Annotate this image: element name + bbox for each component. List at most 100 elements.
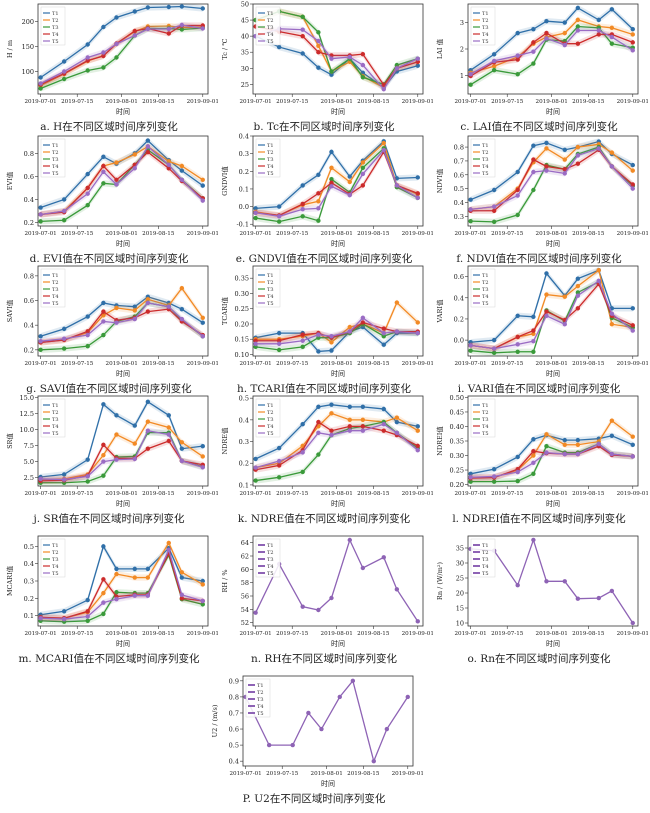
y-tick-label: 0.4 [454, 294, 464, 302]
ci-band-t4 [255, 319, 418, 344]
legend-label: T2 [267, 410, 274, 416]
data-point [360, 165, 366, 170]
chart-caption: b. Tc在不同区域时间序列变化 [253, 121, 395, 133]
x-tick-label: 2019-08-01 [321, 491, 353, 497]
y-tick-label: 0.4 [24, 560, 34, 568]
x-tick-label: 2019-07-01 [239, 631, 271, 637]
legend-label: T4 [52, 424, 59, 430]
y-tick-label: 0.1 [24, 612, 34, 620]
chart-caption: d. EVI值在不同区域时间序列变化 [29, 253, 189, 265]
data-point [300, 604, 305, 609]
y-tick-label: 0.2 [239, 460, 249, 468]
data-point [101, 65, 106, 70]
data-point [300, 450, 305, 455]
data-point [491, 58, 497, 64]
data-point [145, 428, 151, 433]
x-tick-label: 2019-08-01 [106, 631, 138, 637]
data-point [85, 203, 90, 208]
data-point [347, 174, 352, 179]
data-point [38, 334, 43, 339]
legend-label: T5 [267, 431, 274, 437]
data-point [85, 457, 90, 462]
data-point [544, 36, 549, 41]
data-point [166, 162, 171, 168]
data-point [300, 51, 305, 56]
data-point [609, 588, 615, 594]
data-point [562, 171, 567, 176]
data-point [515, 187, 520, 193]
chart-ndvi: 0.3 0.4 0.5 0.6 0.7 0.8 2019-07-01 2019-07-15 20… [435, 135, 648, 248]
y-axis-label: NDREI值 [435, 426, 444, 456]
x-tick-label: 2019-07-01 [239, 99, 271, 105]
x-tick-label: 2019-09-01 [187, 231, 218, 237]
data-point [347, 424, 352, 429]
ci-band-t4 [40, 149, 203, 218]
data-point [132, 9, 137, 14]
data-point [179, 168, 185, 173]
data-point [360, 70, 366, 75]
data-point [360, 428, 366, 433]
x-tick-label: 2019-07-15 [491, 631, 524, 637]
data-point [85, 618, 90, 624]
data-point [544, 271, 549, 276]
data-point [166, 166, 171, 171]
x-tick-label: 2019-08-15 [357, 231, 390, 237]
data-point [630, 186, 635, 191]
y-axis-label: EVI值 [5, 171, 14, 190]
data-point [381, 330, 386, 336]
data-point [468, 207, 473, 212]
chart-panel-evi: 0.2 0.4 0.6 0.8 2019-07-01 2019-07-15 2019-08-… [0, 132, 218, 265]
data-point [596, 146, 601, 151]
y-tick-label: 0.20 [235, 320, 249, 328]
y-axis-label: U2 / (m/s) [211, 704, 219, 737]
x-tick-label: 2019-07-01 [454, 491, 486, 497]
legend-label: T5 [482, 301, 489, 307]
data-point [101, 163, 106, 169]
data-point [394, 66, 400, 71]
data-point [329, 72, 334, 77]
legend-label: T4 [267, 164, 274, 170]
data-point [85, 597, 90, 603]
x-tick-label: 2019-08-01 [321, 631, 353, 637]
chart-caption: c. LAI值在不同区域时间序列变化 [460, 121, 618, 133]
series-line-t4 [255, 321, 418, 342]
data-point [276, 219, 282, 224]
x-tick-label: 2019-07-15 [276, 231, 309, 237]
x-tick-label: 2019-09-01 [392, 771, 423, 777]
data-point [316, 332, 321, 337]
data-point [468, 71, 473, 77]
y-tick-label: 0.6 [24, 297, 34, 305]
data-point [85, 42, 90, 47]
data-point [630, 162, 635, 168]
data-point [300, 214, 305, 219]
ci-band-t1 [40, 3, 203, 81]
ci-band-t1 [470, 432, 633, 477]
data-point [114, 320, 119, 325]
data-point [562, 30, 567, 36]
data-point [290, 742, 295, 748]
data-point [337, 694, 342, 700]
data-point [329, 149, 334, 155]
data-point [276, 475, 282, 480]
data-point [300, 421, 305, 427]
data-point [114, 457, 119, 462]
data-point [101, 53, 106, 59]
data-point [166, 31, 171, 36]
data-point [85, 479, 90, 484]
y-tick-label: 35 [456, 545, 464, 553]
y-tick-label: 0.1 [239, 481, 249, 489]
chart-panel-ndrei: 0.20 0.25 0.30 0.35 0.40 0.45 0.50 2019-07-01 20… [430, 392, 648, 525]
legend-label: T5 [267, 171, 274, 177]
x-axis-label: 时间 [546, 369, 560, 378]
x-tick-label: 2019-08-15 [572, 231, 605, 237]
data-point [544, 432, 549, 437]
data-point [531, 40, 536, 45]
data-point [316, 38, 321, 44]
y-tick-label: 62 [241, 553, 249, 561]
legend-label: T4 [482, 424, 489, 430]
x-tick-label: 2019-07-01 [229, 771, 261, 777]
data-point [166, 547, 171, 553]
series-line-t1 [40, 5, 203, 79]
data-point [360, 160, 366, 165]
